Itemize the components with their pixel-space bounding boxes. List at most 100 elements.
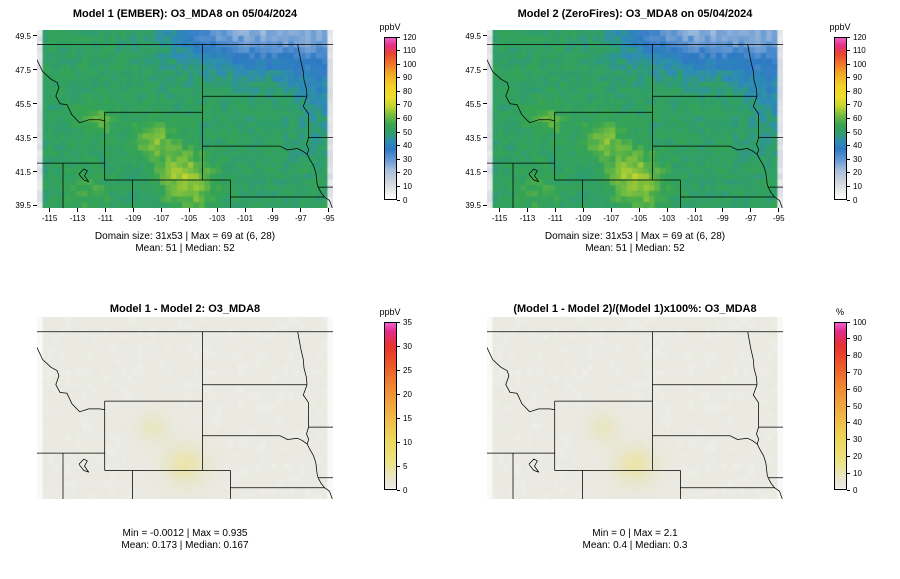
colorbar-unit-label: ppbV xyxy=(829,22,851,32)
colorbar-tick-mark xyxy=(397,77,400,79)
y-tick-label: 41.5 xyxy=(15,167,31,177)
caption-stats-line2: Mean: 51 | Median: 52 xyxy=(135,243,235,254)
x-tick-label: -115 xyxy=(41,214,58,223)
x-tick-mark xyxy=(76,208,78,212)
colorbar-tick-label: 30 xyxy=(853,435,862,445)
x-tick-mark xyxy=(132,208,134,212)
y-tick-label: 49.5 xyxy=(465,31,481,41)
colorbar-tick-label: 10 xyxy=(853,468,862,478)
y-tick-mark xyxy=(33,171,37,173)
colorbar-tick-mark xyxy=(847,77,850,79)
colorbar-tick-mark xyxy=(397,90,400,92)
colorbar-tick-label: 60 xyxy=(853,114,862,123)
caption-stats-line2: Mean: 51 | Median: 52 xyxy=(585,243,685,254)
colorbar-tick-mark xyxy=(847,172,850,174)
x-tick-label: -101 xyxy=(237,214,254,223)
colorbar-tick-mark xyxy=(397,104,400,106)
x-tick-mark xyxy=(526,208,528,212)
colorbar-tick-mark xyxy=(397,50,400,52)
y-tick-label: 49.5 xyxy=(15,31,31,41)
y-tick-mark xyxy=(483,171,487,173)
colorbar-tick-label: 80 xyxy=(853,86,862,96)
colorbar-tick-label: 90 xyxy=(403,73,412,83)
x-tick-mark xyxy=(582,208,584,212)
x-tick-mark xyxy=(499,208,501,212)
colorbar-tick-mark xyxy=(847,199,850,201)
map-model2 xyxy=(487,30,783,208)
colorbar-tick-label: 70 xyxy=(403,100,412,110)
x-tick-label: -107 xyxy=(603,214,620,223)
colorbar-tick-mark xyxy=(847,405,850,407)
colorbar-tick-mark xyxy=(847,118,850,119)
colorbar-tick-mark xyxy=(847,36,850,38)
colorbar-tick-mark xyxy=(847,131,850,133)
x-tick-label: -95 xyxy=(773,214,785,223)
panel-title: (Model 1 - Model 2)/(Model 1)x100%: O3_M… xyxy=(513,303,757,315)
y-tick-label: 45.5 xyxy=(15,99,31,109)
colorbar-tick-label: 15 xyxy=(403,413,412,423)
colorbar-tick-mark xyxy=(847,422,850,424)
colorbar-tick-label: 100 xyxy=(403,59,417,69)
x-tick-label: -103 xyxy=(659,214,676,223)
colorbar-tick-mark xyxy=(847,355,850,357)
colorbar-tick-mark xyxy=(397,185,400,187)
colorbar-tick-mark xyxy=(397,393,400,395)
colorbar-tick-label: 70 xyxy=(853,367,862,377)
colorbar-tick-mark xyxy=(397,145,400,147)
x-tick-label: -95 xyxy=(323,214,335,223)
panel-percent-difference: (Model 1 - Model 2)/(Model 1)x100%: O3_M… xyxy=(450,289,900,579)
x-tick-mark xyxy=(216,208,218,212)
colorbar-tick-label: 10 xyxy=(853,181,862,191)
x-tick-label: -107 xyxy=(153,214,170,223)
colorbar-tick-mark xyxy=(847,371,850,373)
colorbar-tick-mark xyxy=(847,388,850,390)
state-borders xyxy=(37,44,333,208)
colorbar-tick-mark xyxy=(847,185,850,187)
state-borders xyxy=(487,44,783,208)
colorbar-tick-label: 30 xyxy=(853,154,862,164)
x-tick-label: -99 xyxy=(267,214,279,223)
caption-stats-line1: Min = -0.0012 | Max = 0.935 xyxy=(122,528,248,539)
colorbar-tick-label: 20 xyxy=(403,168,412,178)
colorbar-tick-label: 50 xyxy=(853,127,862,137)
x-tick-mark xyxy=(694,208,696,212)
x-tick-mark xyxy=(272,208,274,212)
x-tick-mark xyxy=(610,208,612,212)
colorbar-tick-mark xyxy=(847,158,850,160)
caption-stats-line1: Domain size: 31x53 | Max = 69 at (6, 28) xyxy=(544,231,726,242)
colorbar-tick-mark xyxy=(397,199,400,201)
colorbar-tick-label: 30 xyxy=(403,154,412,164)
x-tick-label: -99 xyxy=(717,214,729,223)
x-tick-label: -101 xyxy=(687,214,704,223)
colorbar-tick-mark xyxy=(847,90,850,92)
colorbar-unit-label: % xyxy=(835,307,844,317)
x-tick-label: -111 xyxy=(547,214,563,223)
y-tick-mark xyxy=(483,204,487,206)
colorbar-tick-mark xyxy=(397,118,400,119)
colorbar-gradient xyxy=(384,322,397,490)
map-difference xyxy=(37,317,333,499)
colorbar-tick-label: 110 xyxy=(853,46,866,56)
x-tick-label: -97 xyxy=(745,214,757,223)
colorbar-tick-mark xyxy=(397,36,400,38)
x-tick-mark xyxy=(638,208,640,212)
y-tick-label: 39.5 xyxy=(465,201,481,211)
panel-difference: Model 1 - Model 2: O3_MDA8 Min = -0.0012… xyxy=(0,289,450,579)
colorbar-tick-mark xyxy=(397,158,400,160)
y-tick-mark xyxy=(483,137,487,139)
colorbar-tick-label: 30 xyxy=(403,341,412,351)
colorbar-tick-label: 40 xyxy=(403,141,412,151)
x-tick-label: -105 xyxy=(631,214,648,223)
colorbar-tick-label: 50 xyxy=(403,127,412,137)
colorbar-tick-mark xyxy=(397,441,400,443)
x-tick-mark xyxy=(300,208,302,212)
colorbar-tick-mark xyxy=(397,489,400,491)
x-tick-mark xyxy=(778,208,780,212)
colorbar-tick-mark xyxy=(847,455,850,457)
y-tick-label: 43.5 xyxy=(15,133,31,143)
colorbar-tick-mark xyxy=(847,439,850,441)
panel-model2: Model 2 (ZeroFires): O3_MDA8 on 05/04/20… xyxy=(450,0,900,289)
x-tick-mark xyxy=(666,208,668,212)
x-tick-mark xyxy=(750,208,752,212)
state-borders xyxy=(37,331,333,499)
